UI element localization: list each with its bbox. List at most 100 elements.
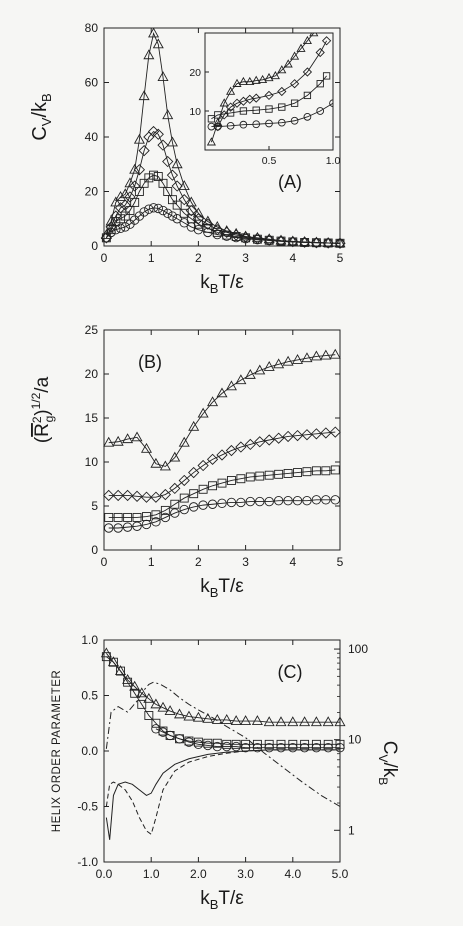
inset-data-point [232, 78, 242, 87]
x-tick-label: 1 [148, 555, 155, 569]
inset-series-square [207, 72, 331, 123]
data-point [282, 430, 294, 443]
data-point [157, 71, 169, 82]
data-point [160, 505, 170, 515]
inset-series-line [211, 75, 327, 120]
data-point [293, 468, 302, 478]
series-line [106, 656, 340, 745]
data-point [144, 711, 154, 720]
data-point [113, 523, 123, 533]
data-point [162, 155, 174, 168]
plot-frame [103, 639, 341, 863]
data-point [174, 734, 185, 744]
data-point [311, 495, 322, 505]
data-point [163, 187, 173, 196]
x-tick-label: 4.0 [284, 867, 301, 881]
inset-data-point [226, 109, 235, 117]
data-point [104, 523, 114, 533]
data-point [193, 739, 204, 750]
data-point [288, 742, 298, 753]
data-point [321, 466, 331, 476]
data-point [310, 350, 322, 361]
data-point [113, 512, 123, 522]
inset-data-point [329, 99, 333, 108]
data-point [153, 172, 163, 181]
data-point [335, 739, 345, 749]
inset-data-point [270, 70, 280, 80]
data-point [125, 206, 135, 216]
data-point [166, 169, 179, 181]
data-point [330, 465, 340, 475]
series-solid [105, 749, 340, 840]
inset-data-point [277, 118, 286, 127]
data-point [323, 739, 333, 749]
data-point [112, 489, 124, 502]
data-point [172, 200, 182, 210]
data-point [292, 496, 303, 506]
series-line [108, 431, 336, 498]
data-point [244, 438, 256, 451]
data-point [178, 474, 190, 487]
data-point [311, 739, 321, 749]
data-point [171, 158, 183, 169]
data-point [163, 208, 173, 219]
data-point [112, 435, 124, 446]
panel-c: 0.0 1.0 2.0 3.0 4.0 5.0 -1.0 -0.5 0.0 0.5 1.0 kBT/ε… [51, 633, 400, 912]
data-point [179, 493, 189, 503]
data-point [198, 500, 208, 510]
data-point [320, 427, 332, 439]
inset-data-point [258, 74, 268, 84]
data-point [147, 125, 160, 138]
data-point [114, 202, 127, 214]
inset-series-triangle [206, 33, 319, 146]
inset-data-point [206, 137, 216, 146]
data-point [202, 215, 214, 226]
data-point [160, 512, 171, 523]
data-point [329, 348, 341, 359]
data-point [198, 484, 208, 494]
data-point [184, 737, 194, 747]
data-point [141, 519, 152, 530]
data-point [165, 730, 175, 741]
data-point [169, 451, 181, 462]
series-line [108, 499, 336, 529]
inset-data-point [277, 86, 287, 97]
inset-data-point [225, 102, 236, 112]
right-y-tick-label: 1 [348, 823, 355, 837]
data-point [140, 442, 152, 453]
y-tick-label: 0.5 [81, 689, 98, 703]
y-axis-label: CV/kB [29, 93, 54, 140]
data-point [124, 191, 136, 203]
data-point [310, 428, 323, 440]
data-point [311, 466, 321, 476]
inset-data-point [321, 36, 332, 46]
data-point [291, 429, 304, 442]
data-point [188, 466, 200, 479]
data-point [310, 236, 322, 247]
data-point [131, 431, 143, 442]
data-point [157, 701, 169, 712]
inset-x-tick-label: 0.5 [262, 155, 277, 167]
data-point [137, 699, 147, 709]
data-point [251, 715, 263, 725]
data-point [264, 470, 274, 480]
inset-series-line [210, 33, 315, 143]
data-point [192, 711, 204, 722]
data-point [130, 197, 140, 207]
data-point [302, 467, 312, 477]
inset-data-point [264, 90, 274, 101]
data-point [235, 374, 247, 385]
data-point [170, 499, 180, 509]
data-point [151, 718, 161, 728]
inset-data-point [252, 120, 261, 129]
data-point [334, 237, 346, 248]
series-line [105, 681, 341, 807]
data-point [273, 432, 285, 444]
data-point [139, 207, 149, 217]
inset-data-point [245, 76, 255, 86]
data-point [119, 199, 131, 211]
data-point [136, 687, 148, 698]
y-tick-label: 0 [91, 543, 98, 557]
data-point [263, 434, 275, 446]
